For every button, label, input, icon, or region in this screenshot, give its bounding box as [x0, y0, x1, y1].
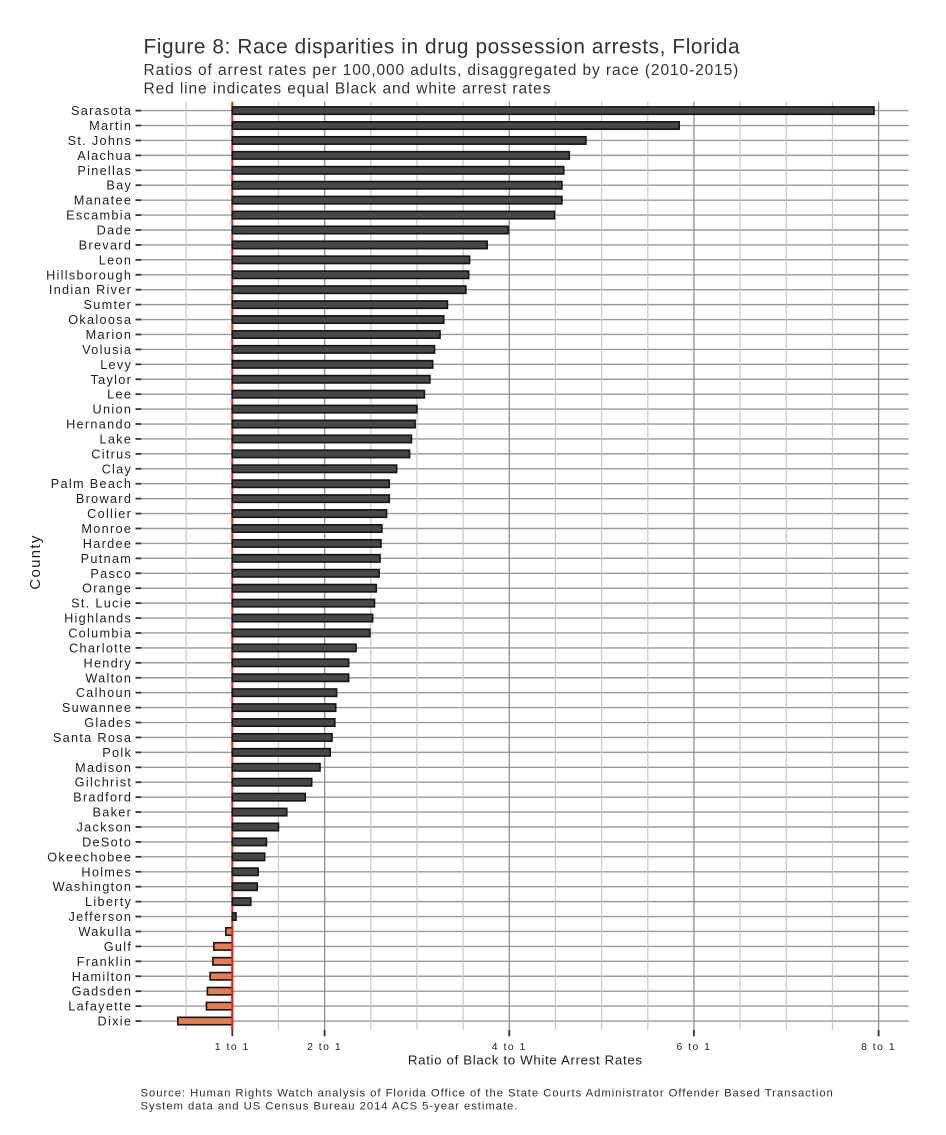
svg-text:Monroe: Monroe — [81, 522, 132, 536]
svg-text:Columbia: Columbia — [68, 626, 132, 640]
svg-text:Volusia: Volusia — [82, 343, 132, 357]
svg-text:4 to 1: 4 to 1 — [492, 1042, 527, 1053]
svg-text:St. Lucie: St. Lucie — [71, 597, 132, 611]
svg-text:Bay: Bay — [106, 179, 132, 193]
svg-text:Sumter: Sumter — [83, 298, 132, 312]
svg-text:Putnam: Putnam — [81, 552, 133, 566]
svg-text:Figure 8: Race disparities in: Figure 8: Race disparities in drug posse… — [144, 36, 741, 59]
svg-text:Martin: Martin — [89, 119, 132, 133]
svg-text:Brevard: Brevard — [79, 238, 133, 252]
svg-text:Source: Human Rights Watch ana: Source: Human Rights Watch analysis of F… — [141, 1087, 834, 1099]
svg-text:Washington: Washington — [53, 880, 133, 894]
svg-text:Glades: Glades — [84, 716, 132, 730]
svg-text:Franklin: Franklin — [77, 955, 133, 969]
svg-text:Dixie: Dixie — [97, 1015, 132, 1029]
svg-text:Ratios of arrest rates per 100: Ratios of arrest rates per 100,000 adult… — [144, 62, 740, 79]
svg-text:Bradford: Bradford — [73, 791, 132, 805]
svg-text:Indian River: Indian River — [49, 283, 132, 297]
svg-text:Hendry: Hendry — [83, 656, 132, 670]
svg-text:Escambia: Escambia — [66, 209, 132, 223]
svg-text:Pasco: Pasco — [90, 567, 132, 581]
svg-text:County: County — [27, 534, 44, 589]
svg-text:Palm Beach: Palm Beach — [51, 477, 132, 491]
svg-text:8 to 1: 8 to 1 — [861, 1042, 896, 1053]
svg-text:Gadsden: Gadsden — [72, 985, 133, 999]
svg-text:Charlotte: Charlotte — [69, 641, 132, 655]
svg-text:Levy: Levy — [100, 358, 132, 372]
svg-text:Gilchrist: Gilchrist — [75, 776, 133, 790]
svg-text:Manatee: Manatee — [74, 194, 132, 208]
svg-text:Dade: Dade — [97, 224, 133, 238]
svg-text:1 to 1: 1 to 1 — [215, 1042, 250, 1053]
svg-text:Hillsborough: Hillsborough — [46, 268, 132, 282]
svg-text:Taylor: Taylor — [91, 373, 133, 387]
svg-text:Okeechobee: Okeechobee — [47, 850, 132, 864]
svg-text:Pinellas: Pinellas — [77, 164, 132, 178]
svg-text:System data and US Census Bure: System data and US Census Bureau 2014 AC… — [141, 1100, 519, 1112]
svg-text:Collier: Collier — [87, 507, 132, 521]
svg-text:Polk: Polk — [102, 746, 132, 760]
svg-text:Broward: Broward — [76, 492, 132, 506]
svg-text:Okaloosa: Okaloosa — [68, 313, 132, 327]
svg-text:Lake: Lake — [99, 432, 132, 446]
svg-text:Lee: Lee — [107, 388, 132, 402]
svg-text:Calhoun: Calhoun — [76, 686, 132, 700]
svg-text:Marion: Marion — [86, 328, 133, 342]
svg-text:Hamilton: Hamilton — [72, 970, 132, 984]
svg-text:Madison: Madison — [75, 761, 132, 775]
svg-text:Union: Union — [93, 403, 133, 417]
svg-text:Clay: Clay — [102, 462, 133, 476]
svg-text:Jefferson: Jefferson — [69, 910, 133, 924]
svg-text:Santa Rosa: Santa Rosa — [53, 731, 132, 745]
svg-text:Orange: Orange — [82, 582, 132, 596]
svg-text:DeSoto: DeSoto — [82, 835, 132, 849]
svg-text:Citrus: Citrus — [91, 447, 132, 461]
svg-text:Red line indicates equal Black: Red line indicates equal Black and white… — [144, 81, 552, 98]
svg-text:Gulf: Gulf — [104, 940, 132, 954]
svg-text:2 to 1: 2 to 1 — [307, 1042, 342, 1053]
svg-text:Suwannee: Suwannee — [62, 701, 132, 715]
svg-text:Jackson: Jackson — [77, 821, 133, 835]
svg-text:Hardee: Hardee — [83, 537, 132, 551]
svg-text:Ratio of Black to White Arrest: Ratio of Black to White Arrest Rates — [408, 1053, 643, 1068]
svg-text:Holmes: Holmes — [81, 865, 132, 879]
svg-text:Baker: Baker — [93, 806, 133, 820]
svg-text:St. Johns: St. Johns — [68, 134, 133, 148]
svg-text:Leon: Leon — [99, 253, 132, 267]
svg-text:Wakulla: Wakulla — [78, 925, 132, 939]
svg-text:Alachua: Alachua — [77, 149, 132, 163]
svg-text:Hernando: Hernando — [66, 418, 132, 432]
svg-text:Walton: Walton — [85, 671, 132, 685]
svg-text:6 to 1: 6 to 1 — [676, 1042, 711, 1053]
svg-text:Sarasota: Sarasota — [71, 104, 132, 118]
svg-text:Lafayette: Lafayette — [68, 1000, 132, 1014]
svg-text:Liberty: Liberty — [85, 895, 132, 909]
svg-text:Highlands: Highlands — [64, 612, 132, 626]
